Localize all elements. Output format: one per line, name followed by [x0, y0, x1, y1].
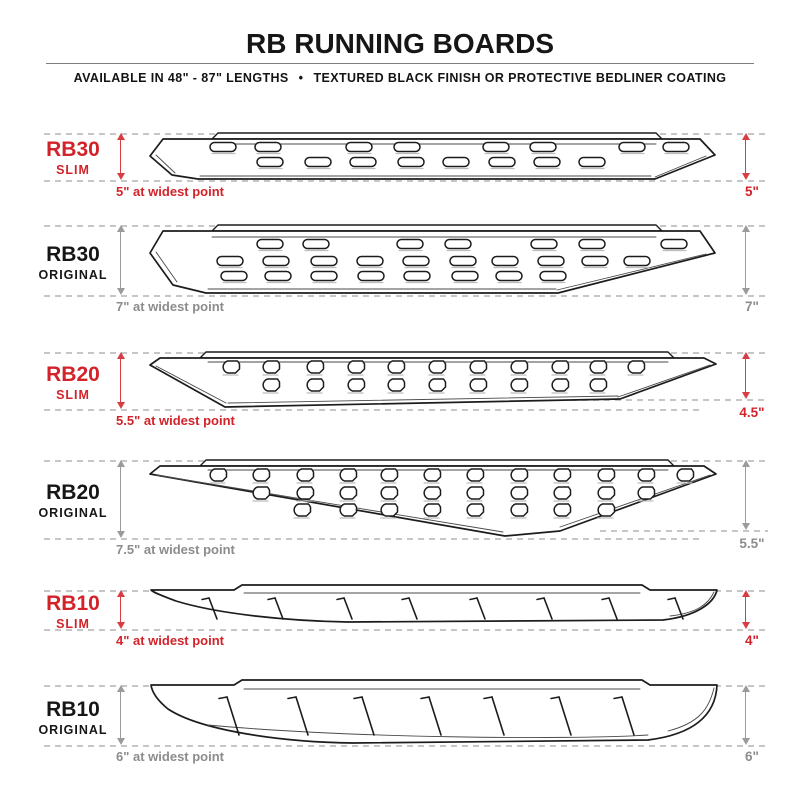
- board-drawing-rb30-slim: [149, 132, 716, 180]
- height-arrow-right-icon: [740, 460, 751, 530]
- bullet-separator: •: [298, 71, 304, 85]
- dimension-dashline-bottom: [44, 409, 700, 411]
- width-measurement: 7" at widest point: [116, 299, 225, 314]
- height-arrow-left-icon: [115, 460, 126, 538]
- board-model: RB30: [46, 243, 100, 266]
- width-measurement: 5.5" at widest point: [116, 413, 235, 428]
- height-measurement: 4.5": [739, 405, 765, 420]
- height-arrow-left-icon: [115, 590, 126, 629]
- board-variant: SLIM: [56, 388, 90, 402]
- board-variant: ORIGINAL: [38, 723, 108, 737]
- width-measurement: 4" at widest point: [116, 633, 225, 648]
- height-arrow-left-icon: [115, 225, 126, 295]
- board-drawing-rb10-original: [150, 679, 718, 744]
- height-arrow-right-icon: [740, 590, 751, 629]
- height-arrow-right-icon: [740, 133, 751, 180]
- height-measurement: 4": [745, 633, 759, 648]
- board-drawing-rb20-slim: [149, 351, 717, 408]
- subtitle: AVAILABLE IN 48" - 87" LENGTHS • TEXTURED …: [0, 71, 800, 85]
- board-model: RB20: [46, 481, 100, 504]
- width-measurement: 6" at widest point: [116, 749, 225, 764]
- board-label: RB10 ORIGINAL: [25, 699, 121, 737]
- dimension-dashline-bottom: [44, 295, 768, 297]
- height-measurement: 6": [745, 749, 759, 764]
- height-measurement: 7": [745, 299, 759, 314]
- height-arrow-left-icon: [115, 352, 126, 409]
- width-measurement: 7.5" at widest point: [116, 542, 235, 557]
- height-arrow-right-icon: [740, 685, 751, 745]
- board-variant: SLIM: [56, 617, 90, 631]
- board-variant: ORIGINAL: [38, 506, 108, 520]
- page-title: RB RUNNING BOARDS: [246, 28, 554, 59]
- board-drawing-rb30-original: [149, 224, 716, 294]
- dimension-dashline-bottom: [44, 745, 768, 747]
- height-arrow-right-icon: [740, 352, 751, 399]
- board-model: RB20: [46, 363, 100, 386]
- board-model: RB30: [46, 138, 100, 161]
- height-arrow-left-icon: [115, 133, 126, 180]
- board-label: RB20 SLIM: [25, 364, 121, 402]
- board-drawing-rb20-original: [149, 459, 717, 537]
- dimension-dashline-right: [600, 530, 768, 532]
- board-label: RB20 ORIGINAL: [25, 482, 121, 520]
- board-model: RB10: [46, 592, 100, 615]
- board-label: RB30 SLIM: [25, 139, 121, 177]
- height-measurement: 5.5": [739, 536, 765, 551]
- board-model: RB10: [46, 698, 100, 721]
- dimension-dashline-bottom: [44, 180, 768, 182]
- title-divider: [46, 63, 754, 64]
- dimension-dashline-bottom: [44, 538, 700, 540]
- board-label: RB10 SLIM: [25, 593, 121, 631]
- board-variant: ORIGINAL: [38, 268, 108, 282]
- width-measurement: 5" at widest point: [116, 184, 225, 199]
- subtitle-availability: AVAILABLE IN 48" - 87" LENGTHS: [73, 71, 289, 85]
- height-arrow-left-icon: [115, 685, 126, 745]
- subtitle-finish: TEXTURED BLACK FINISH OR PROTECTIVE BEDL…: [313, 71, 727, 85]
- board-variant: SLIM: [56, 163, 90, 177]
- board-drawing-rb10-slim: [150, 584, 718, 623]
- height-arrow-right-icon: [740, 225, 751, 295]
- board-label: RB30 ORIGINAL: [25, 244, 121, 282]
- height-measurement: 5": [745, 184, 759, 199]
- dimension-dashline-right: [560, 399, 768, 401]
- dimension-dashline-bottom: [44, 629, 768, 631]
